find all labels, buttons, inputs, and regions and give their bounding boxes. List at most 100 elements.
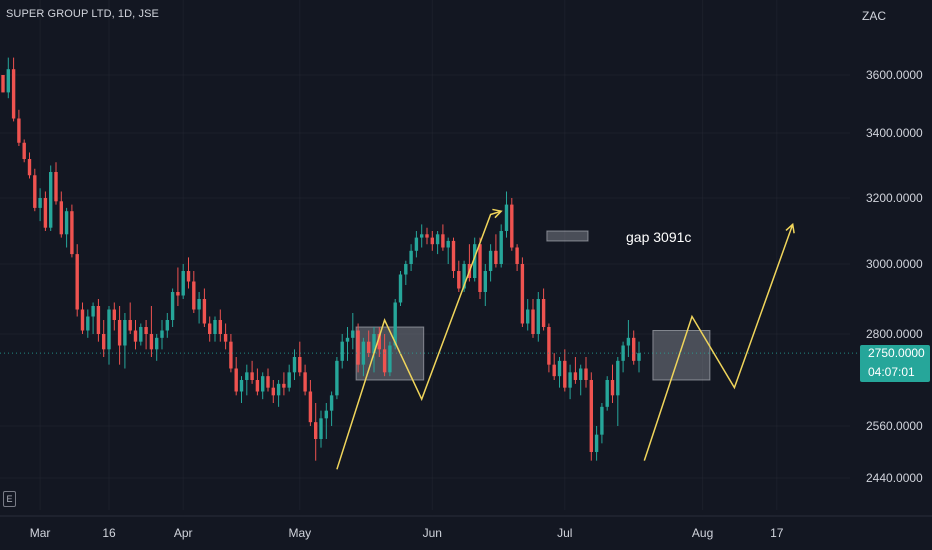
candle-body [367, 341, 371, 354]
candle-body [573, 372, 578, 380]
candle-body [133, 330, 138, 342]
time-tick-label: Apr [174, 526, 193, 540]
candle-body [271, 387, 275, 396]
candle-body [329, 395, 334, 411]
price-axis[interactable]: 3600.0000 3400.0000 3200.0000 3000.0000 2800… [0, 68, 923, 485]
candle-body [377, 334, 381, 350]
currency-label: ZAC [862, 9, 886, 23]
candle-body [483, 271, 487, 292]
scale-e-icon[interactable]: E [3, 491, 16, 507]
candle-body [382, 349, 387, 373]
time-tick-label: 17 [770, 526, 784, 540]
candle-body [282, 383, 286, 388]
candle-body [446, 240, 450, 248]
price-tick-label: 2560.0000 [866, 419, 923, 433]
candle-body [155, 337, 159, 350]
candle-body [213, 320, 217, 334]
candle-body [11, 69, 16, 119]
symbol-title[interactable]: SUPER GROUP LTD, 1D, JSE [6, 8, 159, 20]
candle-body [245, 372, 249, 380]
candle-body [298, 357, 302, 373]
candle-body [584, 368, 588, 380]
candle-body [626, 337, 631, 346]
candle-body [356, 330, 360, 365]
candle-body [621, 345, 625, 361]
candle-body [420, 234, 424, 238]
candle-body [637, 353, 641, 361]
candle-body [494, 250, 498, 264]
candlestick-series [1, 57, 641, 461]
candle-body [303, 372, 307, 392]
candle-body [393, 302, 397, 346]
candle-body [27, 159, 32, 176]
candle-body [1, 75, 5, 93]
candle-body [457, 271, 461, 289]
projection-arrowhead [785, 222, 795, 234]
bar-countdown-tag: 04:07:01 [860, 362, 930, 382]
candle-body [112, 309, 116, 320]
candle-body [186, 271, 191, 282]
candle-body [75, 254, 79, 310]
candle-body [404, 264, 408, 275]
time-axis[interactable]: Mar 16 Apr May Jun Jul Aug 17 [0, 515, 932, 540]
candle-body [526, 309, 530, 324]
candle-body [488, 250, 493, 271]
candle-body [170, 292, 175, 320]
highlight-box[interactable] [652, 330, 711, 381]
candle-body [229, 341, 233, 369]
candle-body [208, 323, 212, 334]
candle-body [128, 320, 132, 331]
gap-annotation-label[interactable]: gap 3091c [626, 229, 692, 245]
candle-body [361, 341, 366, 365]
candle-body [351, 330, 355, 338]
last-price-tag: 2750.0000 [860, 345, 930, 362]
candle-body [287, 372, 291, 388]
time-tick-label: Aug [692, 526, 713, 540]
projection-path[interactable] [643, 224, 794, 461]
candle-body [234, 368, 238, 392]
candle-body [568, 372, 572, 388]
time-tick-label: Mar [30, 526, 51, 540]
drawing-paths[interactable] [336, 208, 795, 470]
candle-body [86, 316, 90, 331]
candle-body [91, 306, 95, 317]
candle-body [38, 198, 42, 208]
candle-body [600, 406, 604, 435]
candle-body [409, 250, 413, 264]
candle-body [451, 240, 456, 271]
candle-body [49, 172, 53, 228]
time-tick-label: May [288, 526, 311, 540]
candle-body [441, 234, 445, 248]
projection-path[interactable] [336, 210, 502, 470]
price-tick-label: 3000.0000 [866, 257, 923, 271]
candle-body [541, 299, 546, 327]
candle-body [340, 341, 344, 361]
candle-body [478, 244, 482, 292]
candle-body [473, 244, 477, 278]
candle-body [563, 360, 567, 388]
candle-body [515, 247, 519, 264]
candle-body [218, 320, 222, 334]
candle-body [43, 198, 48, 228]
price-tick-label: 3400.0000 [866, 126, 923, 140]
candle-body [324, 410, 328, 419]
candle-body [462, 264, 466, 289]
price-tick-label: 2440.0000 [866, 471, 923, 485]
candle-body [610, 380, 615, 396]
candle-body [552, 364, 556, 377]
highlight-box[interactable] [546, 230, 589, 242]
candle-body [250, 372, 254, 380]
candle-body [96, 306, 101, 334]
candle-body [504, 204, 509, 231]
price-tick-label: 3200.0000 [866, 191, 923, 205]
candle-body [605, 380, 609, 407]
candle-body [319, 418, 323, 439]
candle-body [499, 231, 503, 264]
candle-body [102, 334, 106, 350]
candle-body [579, 368, 583, 380]
candle-body [165, 320, 169, 331]
candle-body [54, 172, 58, 202]
candle-body [430, 237, 434, 245]
candle-body [160, 330, 164, 338]
